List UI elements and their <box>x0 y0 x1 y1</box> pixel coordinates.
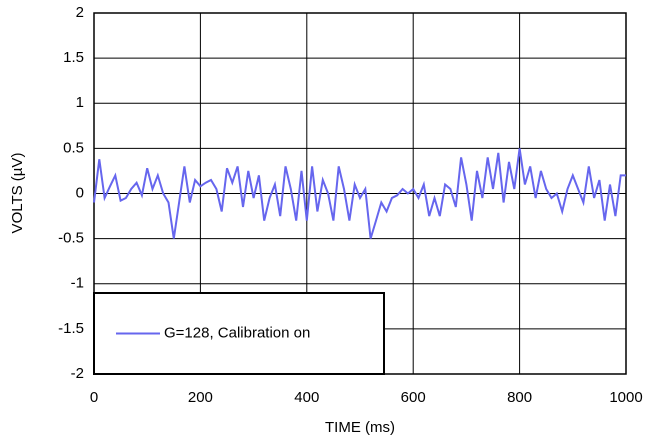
x-tick-label: 200 <box>188 389 213 406</box>
x-tick-label: 0 <box>90 389 98 406</box>
x-tick-label: 600 <box>401 389 426 406</box>
y-axis-label: VOLTS (µV) <box>9 153 26 234</box>
x-axis-label: TIME (ms) <box>325 419 395 436</box>
y-tick-label: 1 <box>76 94 84 111</box>
data-line <box>93 148 626 239</box>
y-tick-label: -0.5 <box>58 230 84 247</box>
legend-label: G=128, Calibration on <box>164 324 310 341</box>
y-tick-label: 0 <box>76 184 84 201</box>
x-tick-label: 400 <box>294 389 319 406</box>
y-tick-label: -2 <box>71 365 84 382</box>
y-tick-label: -1 <box>71 275 84 292</box>
y-tick-label: -1.5 <box>58 320 84 337</box>
x-tick-label: 800 <box>507 389 532 406</box>
y-tick-label: 2 <box>76 4 84 21</box>
x-tick-label: 1000 <box>609 389 642 406</box>
y-tick-label: 0.5 <box>63 139 84 156</box>
y-tick-label: 1.5 <box>63 49 84 66</box>
